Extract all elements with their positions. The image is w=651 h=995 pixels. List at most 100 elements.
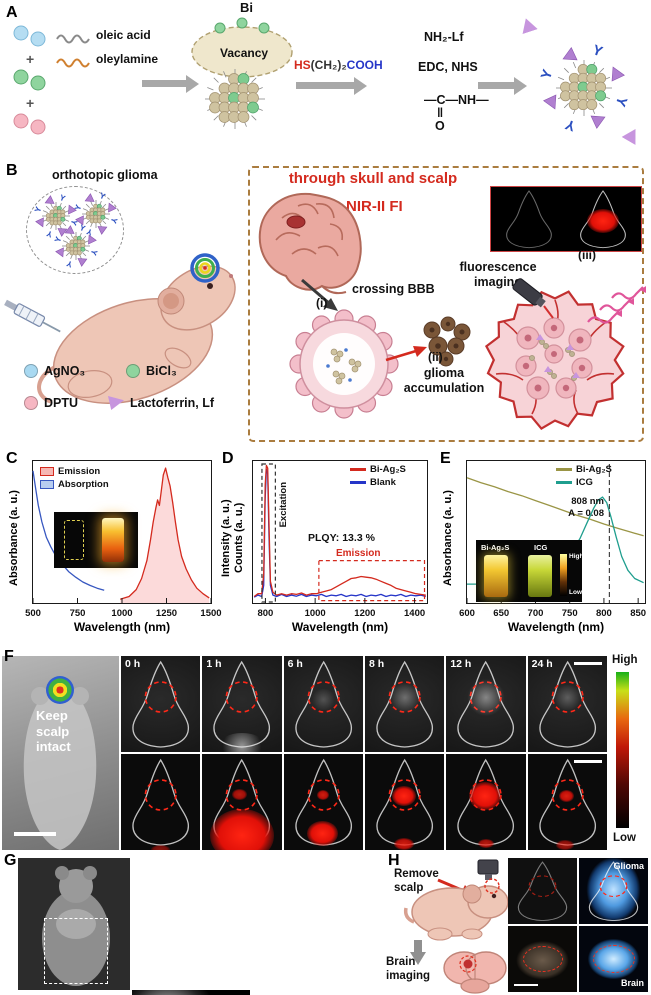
nir-inset-image	[490, 186, 642, 252]
time-label: 12 h	[450, 658, 472, 670]
head-brightfield-image	[508, 858, 577, 924]
legend-item-agno3: AgNO₃	[24, 364, 85, 378]
precursor-mixture: + +	[13, 25, 46, 135]
svg-text:Y: Y	[33, 205, 44, 214]
svg-text:Y: Y	[85, 226, 94, 237]
nir-image-8h: 8 h	[365, 656, 445, 752]
amide-chain: —C—NH—	[424, 93, 489, 107]
agno3-label: AgNO₃	[44, 364, 86, 378]
svg-text:1400: 1400	[404, 608, 425, 619]
legend-absorption: Absorption	[40, 479, 109, 490]
scale-bar	[14, 832, 56, 836]
chart-d-plot: 800 1000 1200 1400	[252, 460, 428, 619]
mouse-head-outline	[528, 656, 607, 752]
tumor-roi-dashed-ellipse	[522, 946, 563, 972]
legend-blank: Blank	[350, 477, 406, 488]
brain-fluorescence-image: Brain	[579, 926, 648, 992]
pseudocolor-image-0h	[121, 754, 201, 850]
mouse-head-outline	[508, 858, 577, 924]
bi-ag2s-line-swatch-icon	[556, 468, 572, 471]
chart-c-legend: Emission Absorption	[40, 466, 109, 492]
oleic-acid-squiggle-icon	[56, 34, 90, 44]
icg-line-swatch-icon	[556, 481, 572, 484]
injection-site-target-icon	[46, 676, 74, 704]
svg-text:Y: Y	[65, 258, 74, 269]
amide-bond-structure: —C—NH— ‖ O	[424, 93, 489, 134]
thiol-ch2: (CH₂)₂	[310, 58, 347, 72]
808nm-annotation: 808 nm	[571, 496, 604, 507]
mouse-body-shape	[23, 682, 97, 850]
mouse-head-outline	[365, 656, 444, 752]
blood-vessel-cross-section	[289, 309, 399, 419]
bicl3-label: BiCl₃	[146, 364, 177, 378]
panel-label-d: D	[222, 450, 234, 467]
legend-bi-ag2s: Bi-Ag₂S	[350, 464, 406, 475]
emission-waves-icon	[587, 286, 646, 324]
intensity-colorbar	[616, 672, 629, 828]
plus-sign: +	[26, 95, 34, 111]
edc-nhs-label: EDC, NHS	[418, 60, 478, 74]
svg-text:750: 750	[562, 608, 578, 619]
svg-text:850: 850	[630, 608, 646, 619]
pseudocolor-image-24h	[527, 754, 607, 850]
vacancy-label: Vacancy	[220, 46, 269, 60]
detector-probe-icon	[512, 278, 554, 319]
mouse-head-outline	[121, 754, 200, 850]
mechanism-dashed-box	[248, 166, 644, 442]
amide-oxygen: O	[435, 119, 445, 134]
svg-text:Y: Y	[591, 41, 606, 59]
bi-label: Bi	[240, 0, 253, 15]
arrow-step-ii-icon	[385, 346, 427, 362]
panel-g: G Line A Hind limb 1 cm	[0, 852, 384, 995]
panel-label-g: G	[4, 852, 17, 869]
chart-c-ylabel: Absorbance (a. u.)	[8, 490, 20, 586]
down-arrow-icon	[414, 940, 422, 952]
thiol-cooh: COOH	[346, 58, 383, 72]
fluorescence-imaging-label: fluorescence imaging	[459, 260, 537, 289]
legend-icg: ICG	[556, 477, 612, 488]
empty-cuvette-outline-icon	[64, 520, 84, 560]
chart-e-xlabel: Wavelength (nm)	[507, 620, 605, 634]
icg-vial-icon	[528, 555, 552, 597]
pseudocolor-image-6h	[283, 754, 363, 850]
svg-text:Y: Y	[98, 191, 107, 202]
mouse-body-dim	[42, 866, 110, 986]
dptu-label: DPTU	[44, 396, 79, 410]
inset-icg-label: ICG	[534, 543, 548, 552]
plqy-annotation: PLQY: 13.3 %	[308, 532, 375, 544]
mouse-head-outline	[579, 858, 648, 924]
mouse-with-camera-illustration	[403, 859, 509, 941]
pseudocolor-image-8h	[365, 754, 445, 850]
icg-legend-label: ICG	[576, 477, 593, 488]
step-iii-label: (iii)	[578, 248, 596, 262]
blank-legend-label: Blank	[370, 477, 396, 488]
scale-bar	[574, 662, 602, 665]
nanoparticle-callout-circle	[26, 186, 124, 274]
hind-limb-nir-image: Line A Hind limb 1 cm	[132, 990, 250, 995]
svg-text:1000: 1000	[111, 608, 132, 619]
thiol-reagent-label: HS(CH₂)₂COOH	[294, 58, 383, 72]
time-label: 6 h	[287, 658, 303, 670]
chart-d-xlabel: Wavelength (nm)	[291, 620, 389, 634]
time-label: 1 h	[206, 658, 222, 670]
panel-label-b: B	[6, 162, 18, 179]
injection-target-icon	[190, 253, 220, 283]
excitation-annotation: Excitation	[278, 482, 289, 528]
svg-text:Y: Y	[537, 66, 555, 81]
glioma-label: Glioma	[613, 861, 644, 871]
blank-line-swatch-icon	[350, 481, 366, 484]
emission-legend-label: Emission	[58, 466, 101, 477]
thiol-hs: HS	[294, 58, 311, 72]
colorbar-high-label: High	[612, 654, 638, 666]
inset-bi-ag2s-label: Bi-Ag₂S	[481, 543, 510, 552]
inset-colorbar	[560, 554, 567, 596]
chart-d-legend: Bi-Ag₂S Blank	[350, 464, 406, 490]
brain-illustration	[258, 192, 362, 295]
bi-ag2s-legend-label: Bi-Ag₂S	[576, 464, 612, 475]
panel-e: E Absorbance (a. u.) 600 650 700 750 800 850 …	[436, 448, 651, 648]
svg-text:650: 650	[493, 608, 509, 619]
panel-h: H Remove scalp Brain imaging	[384, 852, 651, 995]
